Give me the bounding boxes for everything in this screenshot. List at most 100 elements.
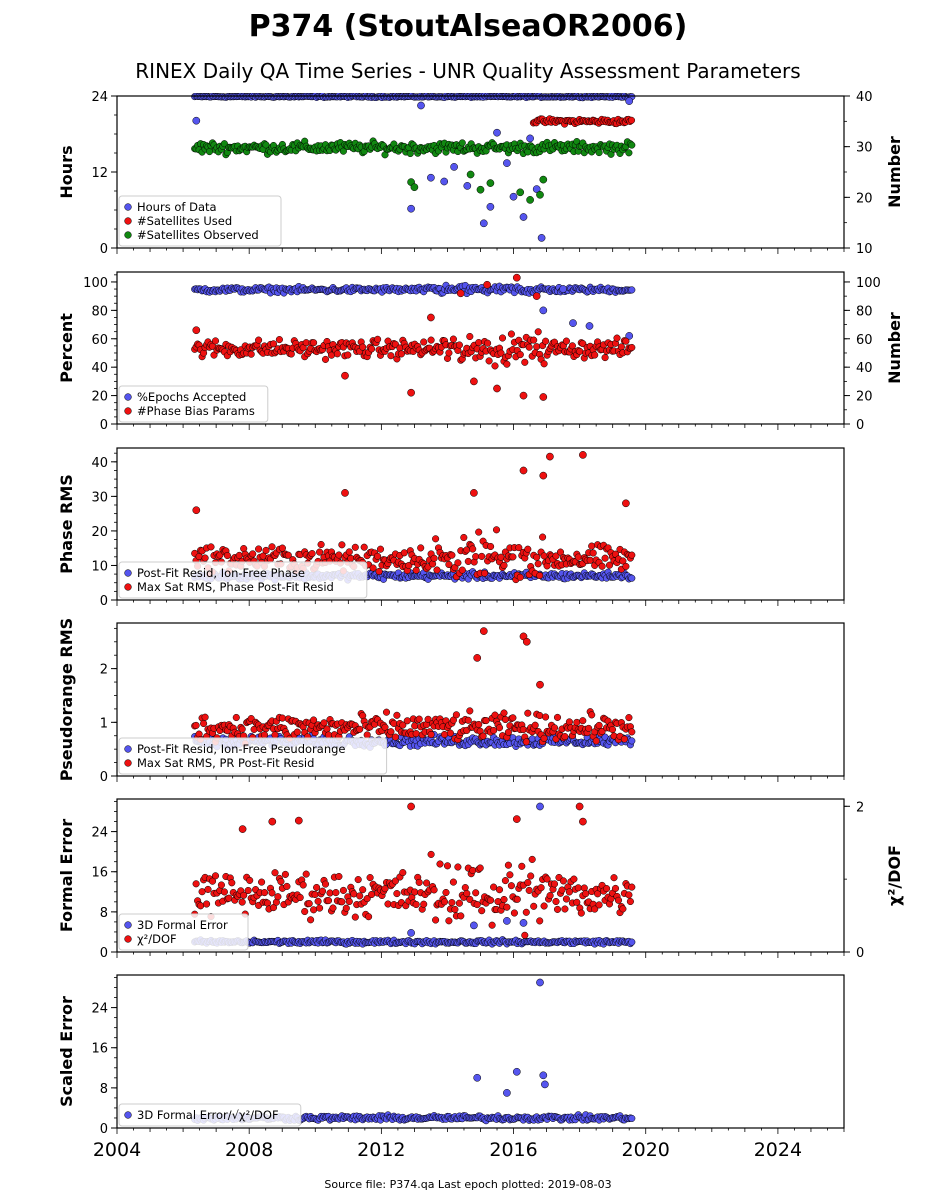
data-point — [503, 360, 511, 368]
data-point — [516, 573, 524, 581]
data-point — [208, 877, 217, 885]
data-point — [335, 551, 343, 559]
data-point — [283, 882, 291, 890]
data-point-outlier — [473, 1073, 482, 1082]
data-point-outlier — [407, 929, 415, 937]
data-point — [628, 141, 636, 149]
data-point — [452, 711, 460, 719]
data-point — [573, 718, 581, 726]
data-point — [588, 542, 596, 550]
data-point — [495, 724, 504, 732]
y-right-tick-label: 60 — [856, 333, 873, 348]
data-point — [601, 554, 609, 562]
data-point — [449, 335, 457, 343]
data-point — [574, 884, 582, 892]
data-point — [448, 899, 456, 907]
data-point — [412, 730, 420, 738]
data-point-outlier — [625, 97, 634, 105]
data-point — [263, 899, 272, 907]
data-point-outlier — [268, 817, 277, 826]
data-point — [436, 860, 444, 868]
data-point — [246, 876, 254, 884]
data-point — [449, 716, 457, 724]
data-point — [338, 541, 346, 549]
x-tick-label: 2012 — [357, 1139, 405, 1161]
data-point — [356, 892, 364, 900]
data-point — [345, 897, 353, 906]
data-point — [536, 711, 544, 720]
data-point — [625, 149, 633, 157]
data-point-outlier — [519, 466, 528, 475]
data-point-outlier — [532, 185, 541, 193]
data-point — [354, 876, 362, 884]
data-point — [316, 904, 324, 912]
data-point — [507, 330, 515, 338]
data-point — [302, 870, 310, 878]
data-point — [485, 357, 493, 365]
panel-scaled-error: 2004 2008 2012 2016 2020 2024 0 8 16 24 Scaled Err… — [57, 974, 845, 1161]
data-point — [490, 883, 498, 891]
legend-box — [118, 1103, 302, 1127]
data-point — [525, 886, 533, 894]
data-point — [307, 916, 315, 924]
data-point-outlier — [407, 388, 415, 397]
data-point — [240, 891, 248, 899]
data-point — [455, 341, 463, 349]
data-point — [513, 895, 521, 903]
data-point — [381, 723, 389, 731]
data-point — [365, 913, 373, 921]
data-point — [192, 880, 200, 888]
data-point — [406, 149, 414, 158]
data-point — [445, 349, 453, 357]
data-point — [598, 562, 606, 570]
data-point — [579, 717, 587, 725]
data-point-outlier — [512, 273, 521, 282]
data-point-outlier — [539, 393, 548, 401]
data-point — [611, 884, 620, 892]
data-point — [492, 526, 501, 534]
y-tick-label: 0 — [100, 1122, 108, 1137]
series-1-points — [191, 627, 636, 748]
series-1-points — [191, 802, 636, 939]
panel-points — [191, 627, 636, 751]
data-point — [299, 881, 307, 889]
data-point — [381, 885, 389, 893]
x-tick-label: 2016 — [489, 1139, 537, 1161]
data-point — [620, 735, 628, 743]
data-point — [491, 362, 499, 370]
data-point-outlier — [509, 192, 518, 201]
series-0-points — [191, 281, 636, 340]
data-point — [466, 332, 474, 341]
legend-marker — [124, 583, 132, 591]
data-point-outlier — [559, 285, 567, 293]
data-point — [311, 890, 319, 899]
data-point — [591, 351, 599, 359]
data-point — [374, 335, 382, 343]
data-point — [524, 545, 532, 553]
data-point — [464, 716, 472, 724]
data-point — [249, 550, 257, 558]
data-point — [321, 880, 330, 888]
data-point — [498, 334, 507, 342]
data-point — [524, 709, 532, 717]
data-point — [192, 721, 200, 729]
data-point — [490, 726, 498, 735]
data-point — [603, 885, 611, 893]
y-tick-label: 0 — [100, 418, 108, 433]
data-point — [363, 731, 371, 739]
legend-box — [118, 737, 388, 775]
data-point — [610, 874, 618, 882]
data-point-outlier — [516, 188, 525, 197]
data-point — [457, 912, 465, 920]
data-point — [542, 337, 550, 345]
data-point-outlier — [512, 815, 521, 823]
data-point-outlier — [486, 202, 495, 211]
data-point-outlier — [450, 163, 458, 171]
data-point — [278, 544, 286, 552]
data-point — [595, 149, 603, 157]
y-tick-label: 16 — [91, 1042, 108, 1057]
data-point-outlier — [536, 190, 544, 199]
data-point — [369, 564, 377, 572]
data-point — [412, 900, 420, 909]
